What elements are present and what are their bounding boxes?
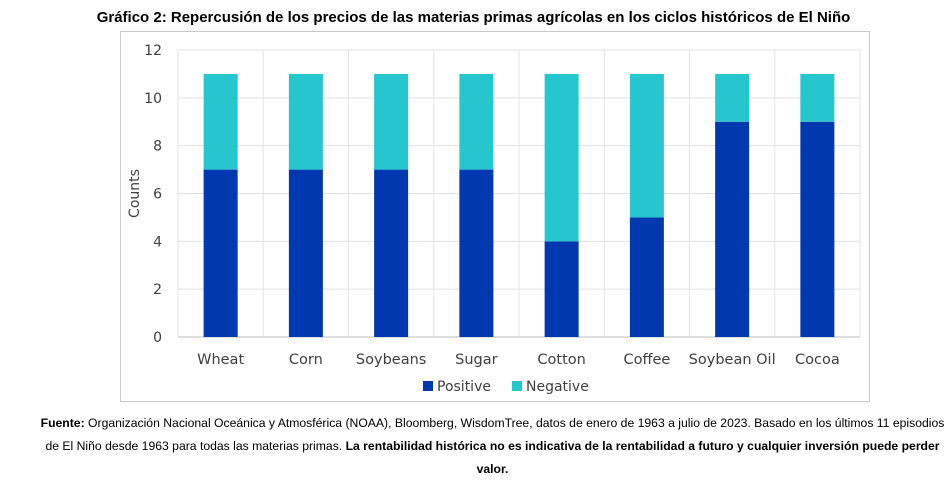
bar-positive-coffee [629, 217, 664, 337]
bar-negative-soybeans [374, 73, 409, 170]
y-tick-label: 6 [153, 187, 162, 203]
chart-frame [120, 31, 870, 402]
x-tick-label: Sugar [455, 352, 497, 368]
x-tick-label: Soybeans [356, 352, 426, 368]
y-tick-label: 10 [144, 91, 162, 107]
bar-positive-cotton [544, 241, 579, 337]
y-tick-label: 12 [144, 43, 162, 59]
bar-negative-sugar [459, 73, 494, 170]
stacked-bar-chart: 0 2 4 6 8 10 12 Wheat Corn Soybeans Sugar Cotton Cof… [127, 43, 861, 395]
x-tick-label: Corn [289, 352, 323, 368]
x-tick-label: Coffee [623, 352, 670, 368]
bar-negative-cotton [544, 73, 579, 242]
chart-title: Gráfico 2: Repercusión de los precios de… [96, 9, 851, 26]
legend-swatch-negative [512, 381, 522, 391]
legend-label-negative: Negative [526, 379, 589, 395]
x-tick-label: Cocoa [795, 352, 840, 368]
legend-swatch-positive [423, 381, 433, 391]
bar-negative-coffee [629, 73, 664, 218]
bar-negative-soybean-oil [715, 73, 750, 122]
source-note: Fuente: Organización Nacional Oceánica y… [40, 412, 945, 481]
bar-negative-wheat [203, 73, 238, 170]
source-label: Fuente: [40, 416, 85, 430]
bar-positive-wheat [203, 169, 238, 337]
y-tick-label: 8 [153, 139, 162, 155]
bar-negative-cocoa [800, 73, 835, 122]
bar-positive-soybeans [374, 169, 409, 337]
x-tick-label: Cotton [537, 352, 585, 368]
y-tick-label: 4 [153, 234, 162, 250]
x-tick-label: Soybean Oil [689, 352, 776, 368]
bar-positive-cocoa [800, 121, 835, 337]
source-text: Organización Nacional Oceánica y Atmosfé… [45, 416, 945, 453]
legend-label-positive: Positive [437, 379, 491, 395]
y-tick-label: 0 [153, 330, 162, 346]
bar-positive-soybean-oil [715, 121, 750, 337]
disclaimer-text: La rentabilidad histórica no es indicati… [345, 439, 940, 476]
bar-positive-sugar [459, 169, 494, 337]
x-tick-label: Wheat [197, 352, 244, 368]
y-tick-label: 2 [153, 282, 162, 298]
bar-positive-corn [288, 169, 323, 337]
bar-negative-corn [288, 73, 323, 170]
y-axis-title: Counts [127, 169, 143, 218]
